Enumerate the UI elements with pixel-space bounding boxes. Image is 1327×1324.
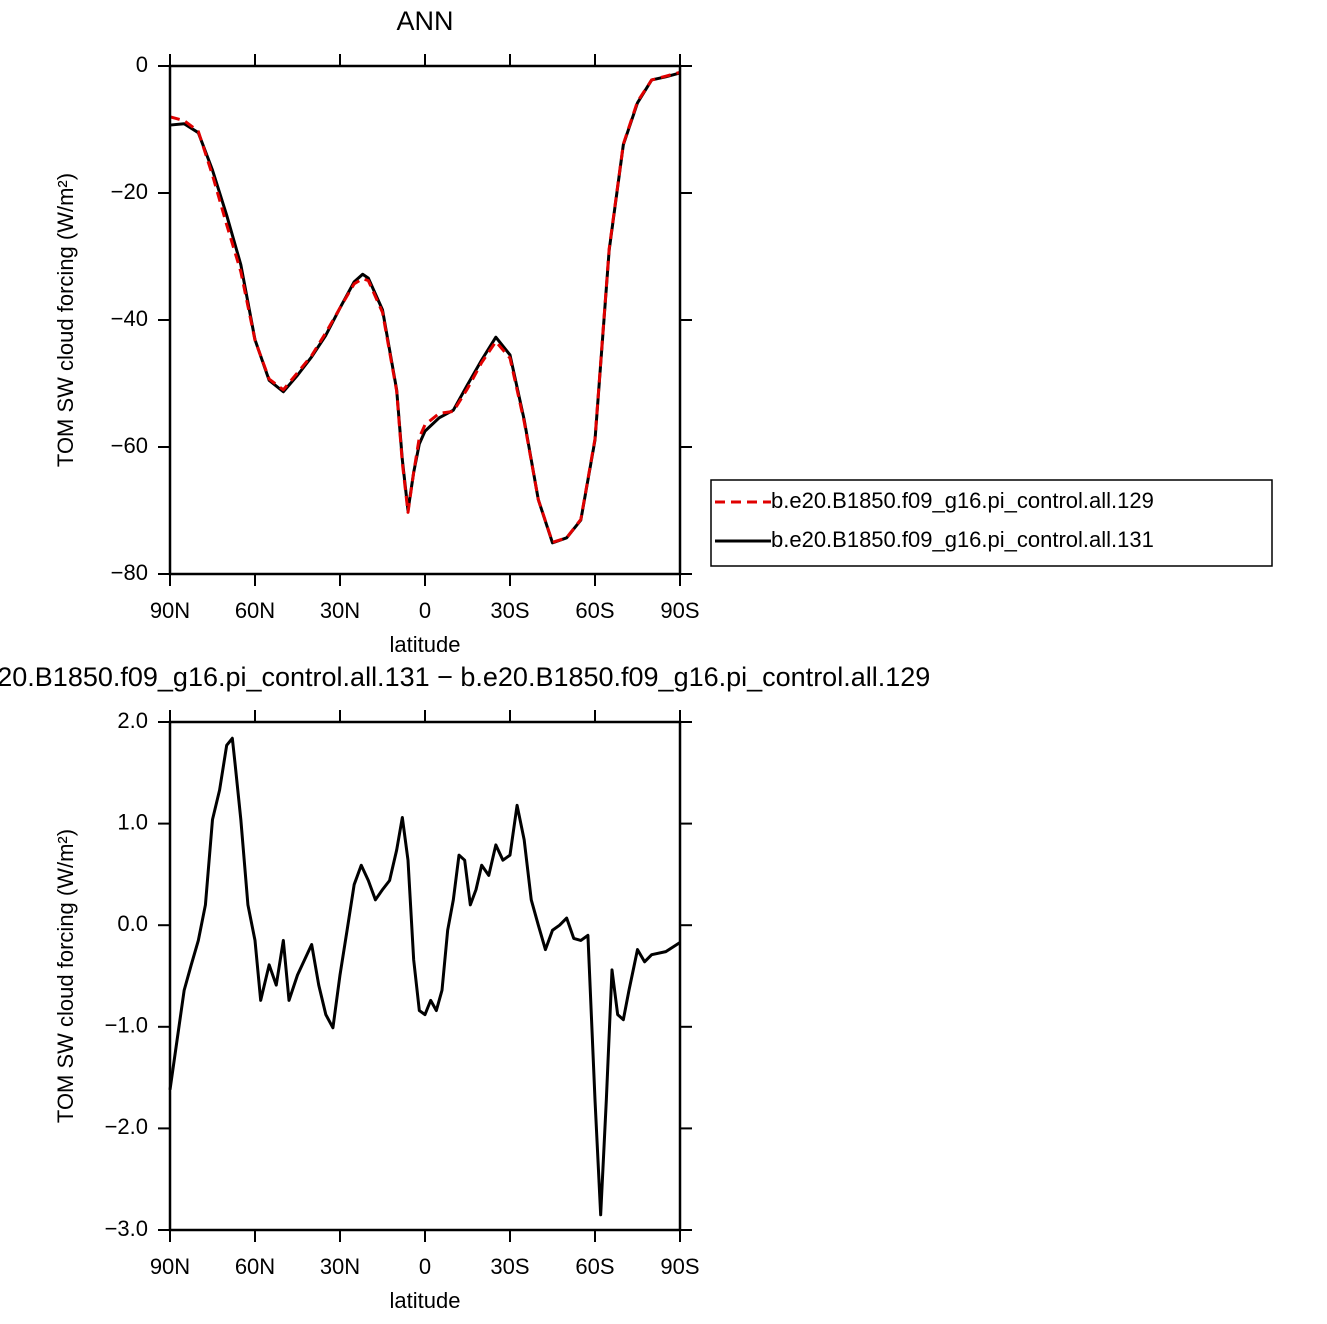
- y-tick-label: −80: [111, 560, 148, 585]
- data-line: [169, 70, 681, 544]
- y-tick-label: −1.0: [105, 1013, 148, 1038]
- y-tick-label: −60: [111, 433, 148, 458]
- y-tick-label: 0: [136, 52, 148, 77]
- x-tick-label: 60N: [235, 598, 275, 623]
- x-tick-label: 30S: [490, 598, 529, 623]
- chart-title: b.e20.B1850.f09_g16.pi_control.all.131 −…: [0, 662, 930, 692]
- x-tick-label: 90S: [660, 598, 699, 623]
- x-tick-label: 90S: [660, 1254, 699, 1279]
- x-tick-label: 30N: [320, 598, 360, 623]
- x-tick-label: 0: [419, 1254, 431, 1279]
- x-tick-label: 60S: [575, 598, 614, 623]
- x-tick-label: 60S: [575, 1254, 614, 1279]
- y-tick-label: 2.0: [117, 708, 148, 733]
- legend-box: [710, 479, 1273, 567]
- data-line: [168, 736, 681, 1217]
- y-tick-label: −40: [111, 306, 148, 331]
- plot-frame: [168, 720, 682, 1232]
- x-tick-label: 30S: [490, 1254, 529, 1279]
- data-line: [169, 71, 681, 545]
- x-axis-label: latitude: [390, 1288, 461, 1313]
- y-tick-label: −3.0: [105, 1216, 148, 1241]
- x-tick-label: 90N: [150, 1254, 190, 1279]
- y-axis-label: TOM SW cloud forcing (W/m²): [53, 829, 78, 1123]
- legend-label: b.e20.B1850.f09_g16.pi_control.all.131: [771, 527, 1154, 552]
- x-tick-label: 30N: [320, 1254, 360, 1279]
- x-axis-label: latitude: [390, 632, 461, 657]
- plot-frame: [168, 64, 682, 576]
- y-tick-label: −20: [111, 179, 148, 204]
- y-tick-label: −2.0: [105, 1114, 148, 1139]
- y-tick-label: 1.0: [117, 809, 148, 834]
- y-axis-label: TOM SW cloud forcing (W/m²): [53, 173, 78, 467]
- chart-title: ANN: [396, 6, 453, 36]
- x-tick-label: 60N: [235, 1254, 275, 1279]
- x-tick-label: 90N: [150, 598, 190, 623]
- y-tick-label: 0.0: [117, 911, 148, 936]
- x-tick-label: 0: [419, 598, 431, 623]
- legend-label: b.e20.B1850.f09_g16.pi_control.all.129: [771, 488, 1154, 513]
